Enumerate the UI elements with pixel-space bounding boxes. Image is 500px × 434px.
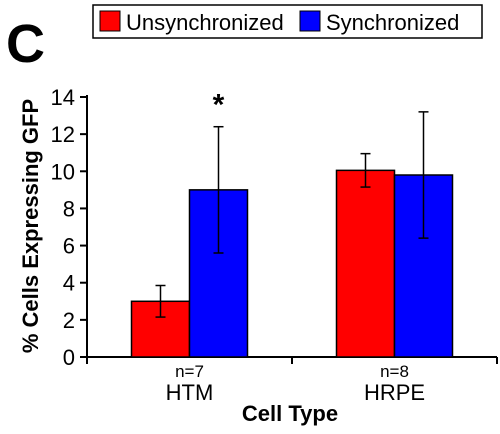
y-tick-label: 0	[63, 345, 75, 370]
legend-swatch-unsynchronized	[99, 10, 121, 32]
bar-unsynchronized-hrpe	[335, 169, 396, 358]
legend-box	[92, 4, 483, 39]
y-tick-label: 12	[51, 122, 75, 147]
y-axis-title: % Cells Expressing GFP	[18, 99, 43, 353]
x-axis-title: Cell Type	[242, 401, 338, 426]
y-tick-label: 6	[63, 234, 75, 259]
legend: Unsynchronized Synchronized	[92, 4, 483, 39]
y-tick-label: 2	[63, 308, 75, 333]
significance-marker: *	[213, 89, 225, 122]
bar-unsynchronized-htm	[130, 300, 191, 358]
legend-swatch-synchronized	[299, 10, 321, 32]
y-tick-label: 4	[63, 271, 75, 296]
category-note: n=7	[175, 362, 204, 381]
y-tick-label: 8	[63, 196, 75, 221]
x-tick-label: HTM	[166, 380, 214, 405]
bar-synchronized-htm	[188, 189, 249, 358]
legend-label-unsynchronized: Unsynchronized	[126, 10, 284, 35]
category-note: n=8	[380, 362, 409, 381]
x-tick-label: HRPE	[364, 380, 425, 405]
panel-label: C	[6, 14, 45, 74]
y-tick-label: 14	[51, 85, 75, 110]
legend-label-synchronized: Synchronized	[326, 10, 459, 35]
y-tick-label: 10	[51, 159, 75, 184]
